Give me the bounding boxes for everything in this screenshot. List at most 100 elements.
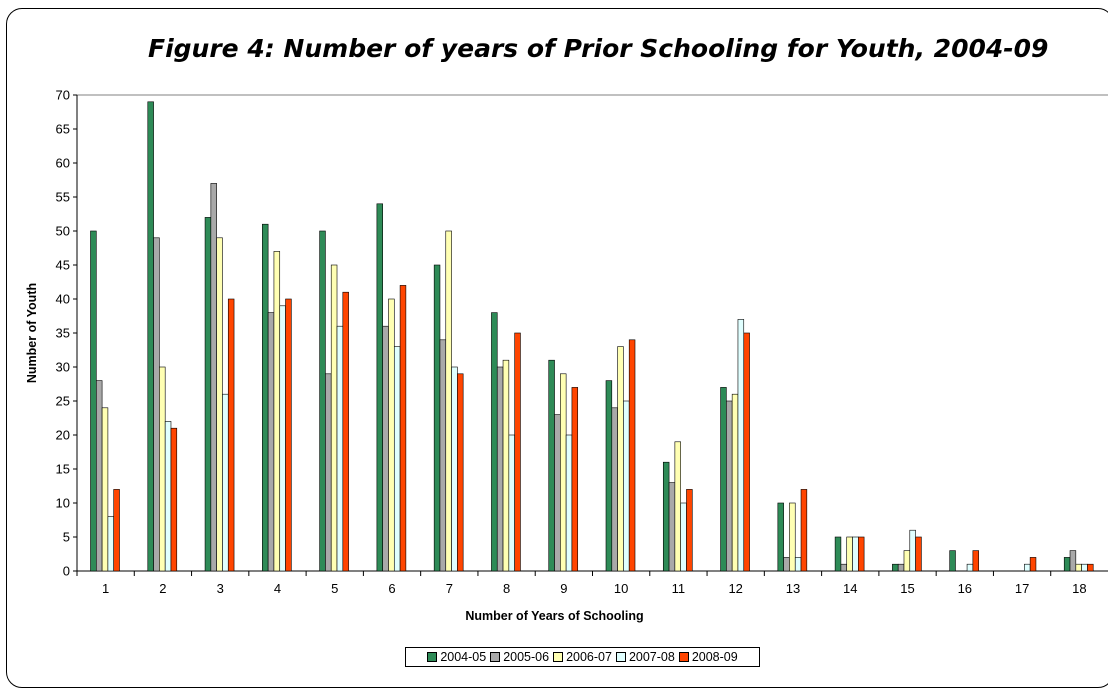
bar: [342, 291, 349, 572]
bar: [1029, 557, 1037, 572]
y-tick-label: 5: [63, 530, 70, 545]
bar: [147, 101, 154, 572]
bar: [852, 536, 859, 572]
x-tick-label: 17: [1015, 581, 1029, 596]
x-tick-label: 15: [900, 581, 914, 596]
x-tick-label: 18: [1072, 581, 1086, 596]
bar: [388, 298, 395, 572]
legend-label: 2006-07: [566, 650, 612, 664]
bar: [571, 387, 579, 572]
y-tick-label: 0: [63, 564, 70, 579]
bar: [222, 393, 229, 572]
y-tick-label: 20: [56, 428, 70, 443]
x-tick-label: 14: [843, 581, 857, 596]
y-tick-label: 50: [56, 224, 70, 239]
x-axis-label: Number of Years of Schooling: [465, 609, 643, 623]
bar: [159, 366, 166, 572]
bar: [840, 563, 848, 572]
bar: [686, 489, 693, 572]
legend-item: 2008-09: [678, 650, 738, 664]
bar: [611, 407, 618, 572]
bar: [319, 230, 326, 572]
legend-item: 2005-06: [490, 650, 549, 664]
y-tick-label: 65: [56, 122, 70, 137]
bar: [726, 400, 733, 572]
bar: [285, 298, 292, 572]
bar: [846, 536, 853, 572]
bar: [1081, 563, 1088, 572]
bar: [554, 414, 561, 572]
y-tick-label: 10: [56, 496, 70, 511]
legend-item: 2004-05: [427, 650, 486, 664]
bar: [170, 427, 178, 572]
y-tick-label: 45: [56, 258, 70, 273]
bar: [262, 223, 269, 572]
bar: [508, 434, 515, 572]
bar: [743, 332, 750, 572]
x-tick-label: 2: [159, 581, 166, 596]
x-tick-label: 10: [614, 581, 628, 596]
bar: [113, 489, 120, 572]
legend-swatch: [427, 652, 438, 662]
legend-item: 2007-08: [615, 650, 675, 664]
bar: [972, 550, 979, 572]
y-tick-label: 60: [56, 156, 70, 171]
bar: [399, 285, 407, 572]
bar: [267, 312, 275, 572]
bar: [325, 373, 332, 572]
bar: [204, 217, 212, 572]
x-tick-label: 4: [274, 581, 281, 596]
bar: [376, 203, 383, 572]
bar: [107, 516, 115, 572]
bar: [731, 393, 739, 572]
bar: [227, 298, 235, 572]
bar: [1075, 563, 1082, 572]
chart-frame: [6, 8, 1108, 688]
bar: [565, 434, 573, 572]
x-tick-label: 1: [102, 581, 109, 596]
bar: [164, 421, 172, 572]
bar: [949, 550, 956, 572]
bar: [897, 563, 905, 572]
bar: [909, 529, 916, 572]
bar: [90, 230, 97, 572]
bar: [674, 441, 681, 572]
bar: [382, 325, 389, 572]
bar: [451, 366, 458, 572]
legend: 2004-05 2005-06 2006-07 2007-08 2008-09: [405, 647, 760, 667]
legend-label: 2007-08: [628, 650, 675, 664]
bar: [457, 373, 464, 572]
bar: [628, 339, 636, 572]
y-tick-label: 15: [56, 462, 70, 477]
bar: [892, 563, 899, 572]
bar: [548, 359, 555, 572]
bar: [1024, 563, 1031, 572]
legend-swatch: [615, 652, 626, 662]
legend-label: 2008-09: [691, 650, 738, 664]
x-tick-label: 8: [503, 581, 510, 596]
bar: [279, 305, 286, 572]
x-tick-label: 3: [217, 581, 224, 596]
bar: [834, 536, 842, 572]
x-tick-label: 13: [786, 581, 800, 596]
x-tick-label: 6: [388, 581, 395, 596]
x-tick-label: 9: [560, 581, 567, 596]
bar: [101, 407, 109, 572]
bar: [560, 373, 567, 572]
bar: [966, 563, 974, 572]
y-tick-label: 70: [56, 88, 70, 103]
x-tick-label: 11: [672, 581, 686, 596]
bar: [662, 461, 670, 572]
x-tick-label: 16: [958, 581, 972, 596]
legend-label: 2004-05: [440, 650, 487, 664]
bar: [502, 359, 510, 572]
bar: [496, 366, 504, 572]
bar: [439, 339, 447, 572]
bar: [445, 230, 452, 572]
bar: [153, 237, 160, 572]
bar: [336, 325, 344, 572]
bar: [680, 502, 687, 572]
bar: [794, 557, 802, 572]
bar: [858, 536, 865, 572]
